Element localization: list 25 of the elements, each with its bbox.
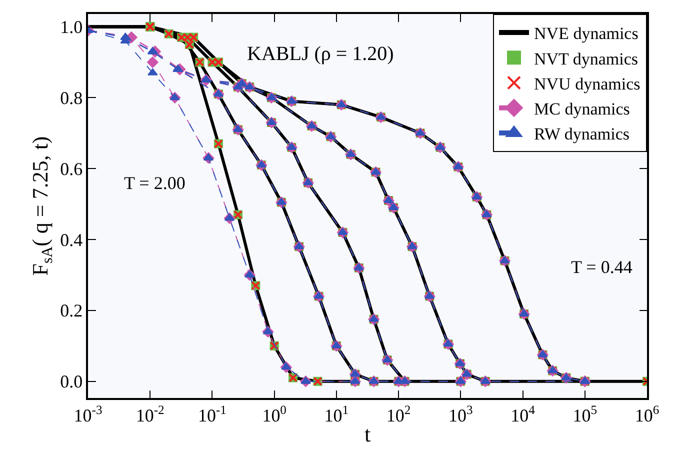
legend-label: MC dynamics (534, 99, 630, 118)
legend-label: NVE dynamics (534, 24, 638, 44)
y-tick-label: 0.4 (60, 230, 83, 250)
x-tick-label: 10$^{6}$ (634, 402, 660, 426)
x-axis-title: t (364, 422, 371, 447)
x-tick-label: 10$^{2}$ (386, 402, 411, 426)
annotation: T = 0.44 (571, 257, 632, 277)
legend-label: RW dynamics (534, 124, 630, 144)
x-tick-label: 10$^{5}$ (572, 402, 598, 426)
x-tick-label: 10$^{4}$ (510, 402, 536, 426)
x-tick-label: 10$^{3}$ (448, 402, 473, 426)
x-tick-label: 10$^{0}$ (262, 402, 286, 426)
y-tick-label: 0.2 (60, 300, 83, 321)
legend-label: NVU dynamics (534, 74, 640, 94)
y-tick-label: 1.0 (60, 17, 83, 38)
y-tick-label: 0.0 (60, 372, 83, 392)
y-tick-label: 0.8 (60, 88, 83, 108)
annotation: KABLJ (ρ = 1.20) (247, 43, 394, 65)
x-tick-label: 10$^{-3}$ (74, 402, 102, 426)
annotation: T = 2.00 (124, 173, 186, 193)
x-tick-label: 10$^{-2}$ (136, 402, 164, 426)
x-tick-label: 10$^{1}$ (324, 402, 349, 426)
x-tick-label: 10$^{-1}$ (198, 402, 226, 426)
y-tick-label: 0.6 (60, 158, 83, 179)
legend-label: NVT dynamics (534, 49, 638, 68)
